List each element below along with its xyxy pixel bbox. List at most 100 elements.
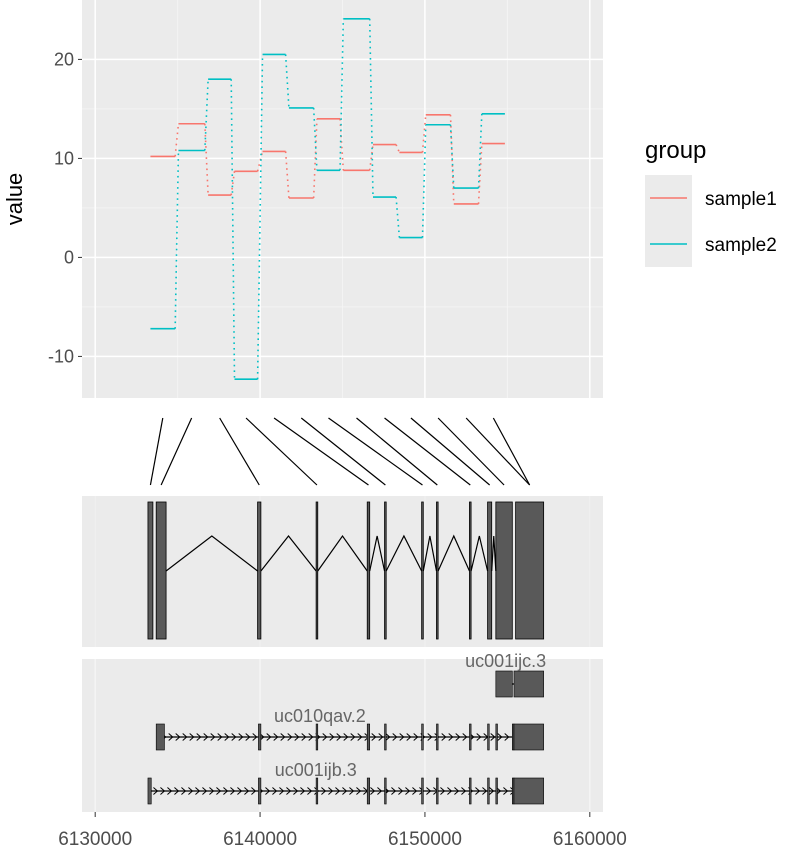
intron-line (385, 534, 423, 572)
strand-arrow (406, 733, 412, 741)
strand-arrow (153, 787, 159, 795)
exon-block (495, 501, 513, 640)
transcript-exon (315, 723, 319, 751)
strand-arrow (272, 787, 278, 795)
transcript-exon (384, 723, 387, 751)
series-connector (204, 123, 209, 196)
connector-line (328, 417, 423, 486)
strand-arrow (265, 787, 271, 795)
connector-line (410, 417, 491, 486)
strand-arrow (168, 733, 174, 741)
strand-arrow (342, 787, 348, 795)
strand-arrow (167, 787, 173, 795)
series-connector (204, 79, 209, 151)
strand-arrow (182, 733, 188, 741)
strand-arrow (441, 733, 447, 741)
strand-arrow (280, 733, 286, 741)
strand-arrow (308, 733, 314, 741)
strand-arrow (314, 787, 320, 795)
y-tick-label: 10 (54, 148, 74, 168)
intron-line (470, 535, 489, 572)
series-sample2 (150, 18, 505, 380)
intron-line (491, 535, 497, 572)
strand-arrow (237, 787, 243, 795)
strand-arrow (217, 733, 223, 741)
strand-arrow (216, 787, 222, 795)
exon-block (515, 501, 545, 640)
strand-arrow (370, 787, 376, 795)
strand-arrow (349, 787, 355, 795)
transcript-label: uc001ijb.3 (275, 760, 357, 780)
strand-arrow (385, 733, 391, 741)
strand-arrow (462, 733, 468, 741)
legend-title: group (645, 137, 706, 164)
transcript-uc010qav.2: uc010qav.2 (155, 706, 544, 751)
strand-arrow (405, 787, 411, 795)
series-connector (477, 113, 483, 189)
transcript-exon (147, 777, 152, 805)
strand-arrow (378, 733, 384, 741)
strand-arrow (440, 787, 446, 795)
strand-arrow (223, 787, 229, 795)
transcript-exon (513, 723, 544, 751)
series-connector (421, 124, 427, 238)
connector-line (149, 417, 164, 486)
intron-line (260, 535, 317, 572)
strand-arrow (356, 787, 362, 795)
strand-arrow (287, 733, 293, 741)
strand-arrow (307, 787, 313, 795)
transcript-exon (469, 723, 472, 751)
series-connector (312, 118, 318, 199)
transcript-exon (384, 777, 387, 805)
transcript-exon (258, 723, 262, 751)
transcript-exon (487, 777, 490, 805)
connector-line (160, 417, 193, 486)
connector-line (219, 417, 260, 486)
exon-block (257, 501, 262, 640)
x-tick-label: 6160000 (553, 829, 627, 849)
strand-arrow (329, 733, 335, 741)
strand-arrow (497, 733, 503, 741)
strand-arrow (377, 787, 383, 795)
strand-arrow (300, 787, 306, 795)
intron-line (165, 535, 258, 572)
strand-arrow (503, 787, 509, 795)
strand-arrow (350, 733, 356, 741)
connector-line (356, 417, 438, 486)
transcript-exon (495, 777, 498, 805)
strand-arrow (434, 733, 440, 741)
strand-arrow (286, 787, 292, 795)
strand-arrow (195, 787, 201, 795)
series-connector (284, 151, 290, 199)
strand-arrow (489, 787, 495, 795)
intron-line (422, 535, 438, 572)
legend-label-sample2: sample2 (705, 235, 777, 256)
series-sample1 (150, 114, 505, 205)
transcript-exon (469, 777, 472, 805)
transcript-uc001ijb.3: uc001ijb.3 (147, 760, 544, 805)
strand-arrow (328, 787, 334, 795)
strand-arrow (293, 787, 299, 795)
strand-arrow (252, 733, 258, 741)
connector-line (492, 417, 531, 486)
x-tick-label: 6150000 (388, 829, 462, 849)
strand-arrow (301, 733, 307, 741)
y-axis-label: value (2, 173, 27, 226)
strand-arrow (455, 733, 461, 741)
x-tick-label: 6130000 (58, 829, 132, 849)
strand-arrow (202, 787, 208, 795)
strand-arrow (371, 733, 377, 741)
exon-block (487, 501, 493, 640)
exon-block (147, 501, 154, 640)
strand-arrow (188, 787, 194, 795)
strand-arrow (181, 787, 187, 795)
strand-arrow (231, 733, 237, 741)
transcript-label: uc001ijc.3 (465, 651, 546, 671)
intron-line (437, 534, 471, 572)
strand-arrow (273, 733, 279, 741)
strand-arrow (447, 787, 453, 795)
connector-line (384, 417, 471, 486)
transcript-exon (315, 777, 319, 805)
strand-arrow (244, 787, 250, 795)
